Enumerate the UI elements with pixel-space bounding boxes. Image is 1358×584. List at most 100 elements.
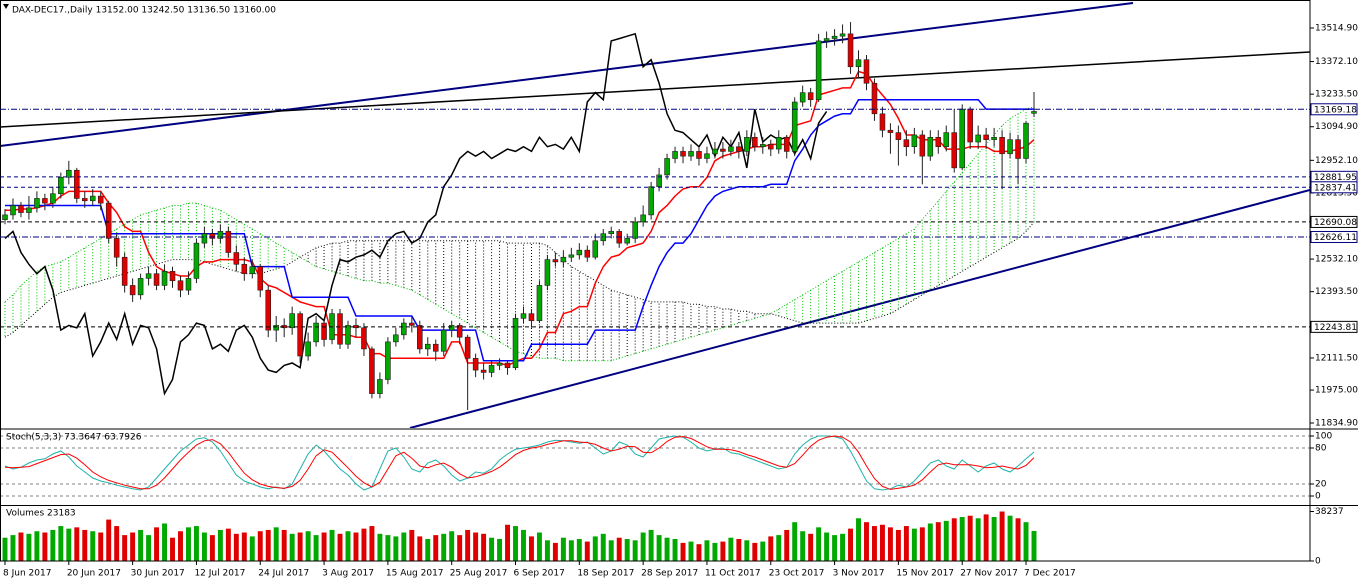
volume-bar	[401, 532, 407, 561]
y-tick-label: 13233.50	[1315, 90, 1358, 100]
candle-body	[504, 362, 511, 369]
volume-bar	[201, 532, 207, 561]
volume-bar	[999, 511, 1005, 561]
volume-bar	[879, 524, 885, 561]
candle-body	[608, 231, 615, 235]
volume-bar	[90, 531, 96, 561]
candle-body	[345, 325, 351, 345]
candle-body	[560, 256, 567, 263]
candle-body	[18, 205, 24, 213]
x-tick-label: 15 Nov 2017	[896, 569, 954, 579]
volume-bar	[185, 527, 191, 561]
volume-bar	[489, 537, 495, 561]
candle-body	[975, 134, 981, 143]
volume-bar	[217, 529, 223, 561]
volume-bar	[225, 528, 231, 561]
candle-body	[161, 271, 168, 286]
level-label-box	[1310, 103, 1358, 116]
candle-body	[209, 233, 216, 239]
volume-bar	[377, 533, 383, 561]
volume-bar	[10, 535, 16, 561]
volume-bar	[154, 527, 160, 561]
candle-body	[424, 343, 431, 350]
candle-body	[632, 221, 638, 239]
volume-bar	[130, 532, 136, 561]
candle-body	[712, 148, 718, 155]
volume-bar	[656, 535, 662, 561]
candle-body	[417, 325, 423, 350]
candle-body	[1007, 139, 1013, 155]
candle-body	[656, 174, 662, 187]
volume-bar	[2, 537, 8, 561]
volume-bar	[672, 539, 678, 561]
volume-bar	[927, 523, 933, 561]
candle-body	[472, 358, 479, 371]
candle-body	[97, 195, 104, 204]
x-tick-label: 3 Nov 2017	[833, 569, 885, 579]
candle-body	[536, 285, 543, 322]
candle-body	[927, 137, 934, 157]
volume-bar	[608, 540, 614, 561]
sub-plot	[0, 435, 1310, 561]
candle-body	[744, 137, 750, 152]
y-tick-label: 80	[1315, 444, 1327, 454]
candle-body	[584, 249, 591, 258]
volume-bar	[82, 529, 88, 561]
volume-bar	[592, 536, 598, 561]
stoch-line	[4, 435, 1035, 490]
candle-body	[34, 198, 40, 209]
volume-bar	[648, 529, 654, 561]
volume-bar	[616, 537, 622, 561]
volume-bar	[832, 535, 838, 561]
volume-bar	[576, 539, 582, 561]
volume-bar	[481, 533, 487, 561]
y-tick-label: 12111.50	[1315, 353, 1358, 363]
volume-bar	[808, 533, 814, 561]
candle-body	[448, 325, 455, 331]
volume-bar	[864, 522, 869, 561]
x-tick-label: 25 Aug 2017	[450, 569, 508, 579]
volume-bar	[528, 536, 534, 561]
cloud-span-b	[4, 221, 1035, 338]
x-tick-label: 3 Aug 2017	[322, 569, 374, 579]
volume-bar	[138, 529, 144, 561]
panel-title: Volumes 23183	[6, 509, 76, 519]
candle-body	[576, 249, 583, 256]
volume-bar	[58, 526, 64, 561]
candle-body	[544, 259, 551, 286]
candle-body	[361, 327, 367, 350]
level-label-box	[1310, 181, 1358, 194]
candle-body	[10, 205, 16, 216]
volume-bar	[241, 532, 247, 561]
volume-bar	[983, 514, 989, 561]
volume-bar	[568, 540, 574, 561]
volume-bar	[1015, 518, 1021, 561]
candle-body	[105, 202, 112, 239]
volume-bar	[417, 536, 423, 561]
volume-bar	[353, 532, 359, 561]
volume-bar	[1031, 530, 1037, 561]
candle-body	[696, 151, 702, 159]
candle-body	[688, 151, 694, 157]
plot-frame	[0, 0, 1311, 562]
volume-bar	[744, 540, 750, 561]
candle-body	[919, 134, 926, 157]
candle-body	[600, 233, 607, 242]
cloud-span-a	[4, 106, 1035, 362]
volume-bar	[560, 537, 566, 561]
candle-body	[1015, 139, 1021, 159]
trend-line	[0, 2, 1134, 147]
volume-bar	[776, 535, 782, 561]
candle-body	[648, 186, 654, 216]
volume-bar	[361, 528, 367, 561]
candle-body	[760, 144, 766, 148]
panel-title: DAX-DEC17.,Daily 13152.00 13242.50 13136…	[12, 6, 276, 16]
volume-bar	[1023, 522, 1029, 561]
header-icon	[3, 4, 9, 9]
candle-body	[640, 214, 646, 223]
volume-bar	[170, 537, 175, 561]
volume-bar	[441, 533, 447, 561]
candle-body	[145, 273, 152, 279]
volume-bar	[544, 540, 550, 561]
